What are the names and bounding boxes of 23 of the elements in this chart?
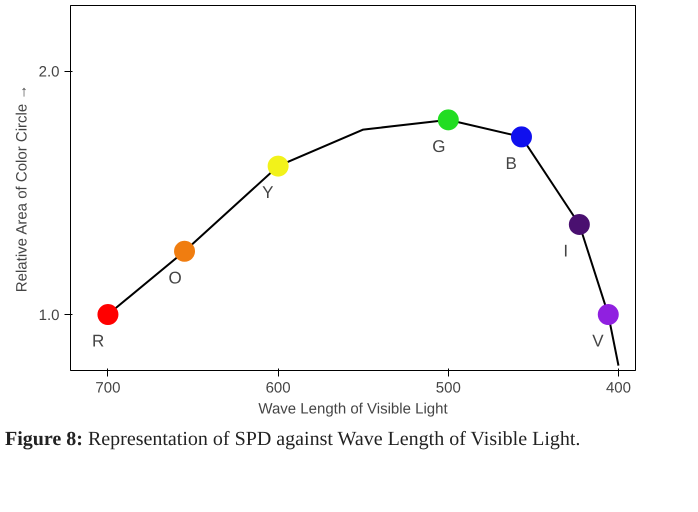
x-tick-label: 600 [266, 380, 291, 396]
annotation: I [563, 242, 568, 260]
point [438, 109, 459, 130]
point [510, 126, 532, 148]
x-tick-label: 700 [95, 380, 120, 396]
annotation: O [168, 268, 182, 288]
x-tick-label: 400 [606, 380, 631, 396]
x-tick-label: 500 [436, 380, 461, 396]
point [568, 214, 590, 235]
annotation: Y [262, 183, 274, 202]
point [598, 304, 619, 326]
annotation: V [592, 332, 604, 351]
annotation: R [92, 332, 104, 351]
y-axis-title: Relative Area of Color Circle → [14, 84, 31, 292]
y-tick-label: 1.0 [38, 307, 60, 324]
x-axis-title: Wave Length of Visible Light [258, 400, 448, 418]
caption: Figure 8: Representation of SPD against Wave Length of Visible Light. [5, 427, 580, 452]
point [97, 304, 118, 326]
annotation: G [432, 136, 446, 156]
point [268, 156, 289, 177]
y-tick-label: 2.0 [38, 64, 60, 81]
annotation: B [505, 154, 517, 173]
point [174, 240, 196, 262]
